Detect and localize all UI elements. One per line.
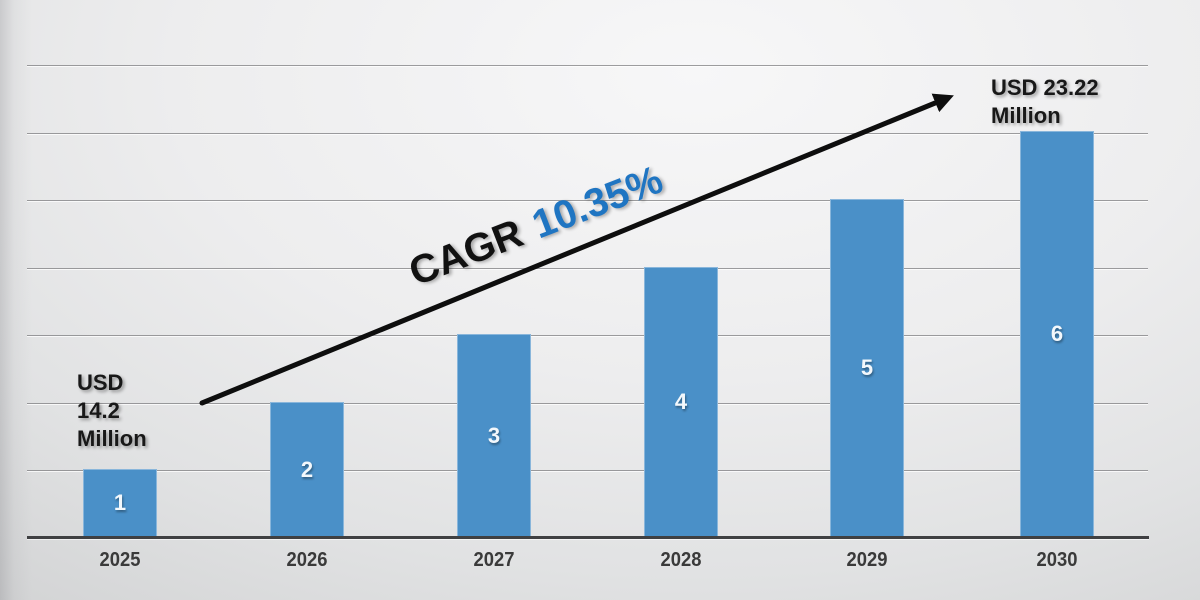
start-value-annotation: USD 14.2 Million	[77, 370, 147, 451]
x-tick-2028: 2028	[660, 549, 702, 571]
cagr-value: 10.35%	[526, 157, 669, 247]
bar-value-label: 6	[1050, 321, 1064, 346]
x-axis-line	[27, 536, 1149, 539]
x-tick-2027: 2027	[473, 549, 515, 571]
bar-2028: 4	[644, 267, 718, 537]
gridline	[27, 403, 1148, 404]
bar-value-label: 1	[113, 490, 127, 515]
gridline	[27, 470, 1148, 471]
gridline	[27, 268, 1148, 269]
gridline	[27, 65, 1148, 66]
x-tick-2029: 2029	[846, 549, 888, 571]
gridline	[27, 335, 1148, 336]
bar-2026: 2	[270, 402, 344, 537]
end-value-annotation: USD 23.22 Million	[991, 75, 1099, 128]
bar-value-label: 2	[300, 456, 314, 482]
bar-2025: 1	[83, 469, 157, 537]
bar-value-label: 3	[487, 422, 501, 448]
cagr-label: CAGR	[403, 210, 529, 294]
x-tick-2025: 2025	[99, 549, 141, 571]
x-tick-2030: 2030	[1036, 549, 1078, 571]
bar-2029: 5	[830, 199, 904, 537]
bar-value-label: 5	[860, 355, 874, 380]
x-tick-2026: 2026	[286, 549, 328, 571]
bar-value-label: 4	[674, 389, 688, 414]
gridline	[27, 133, 1148, 134]
bar-2027: 3	[457, 334, 531, 537]
bar-2030: 6	[1020, 131, 1094, 537]
